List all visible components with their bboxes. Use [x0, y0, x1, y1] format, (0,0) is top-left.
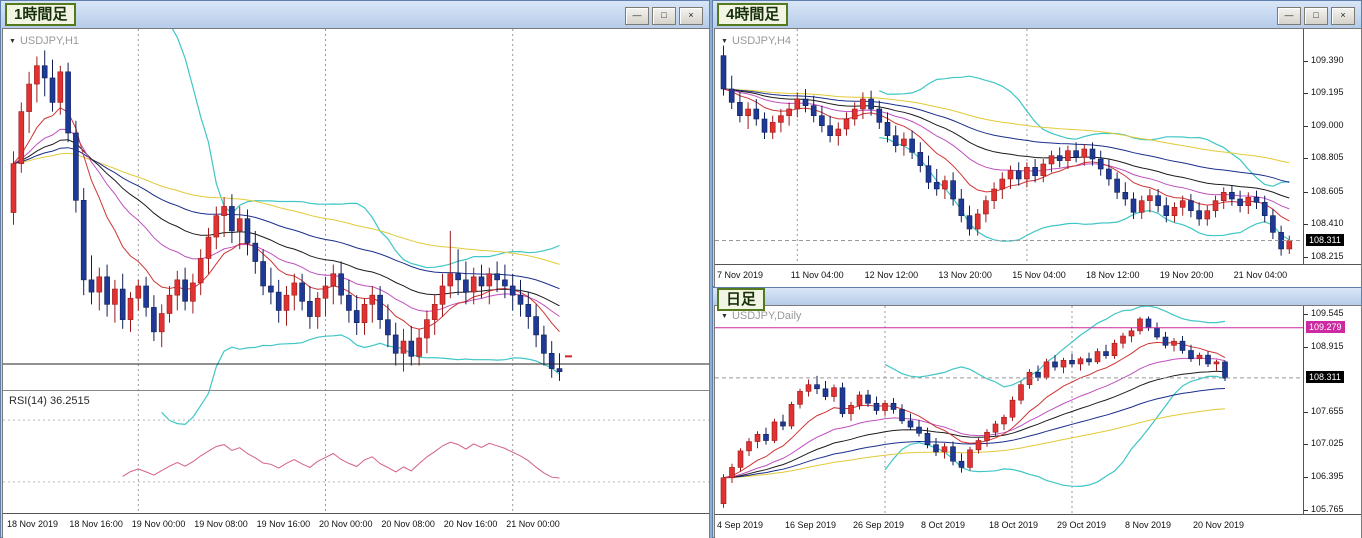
- time-axis-label: 19 Nov 20:00: [1159, 270, 1214, 280]
- time-axis-label: 18 Oct 2019: [989, 520, 1039, 530]
- time-axis-label: 8 Oct 2019: [921, 520, 966, 530]
- time-axis-label: 13 Nov 20:00: [938, 270, 992, 280]
- candlestick-chart-daily[interactable]: [715, 306, 1303, 514]
- time-axis-label: 26 Sep 2019: [853, 520, 905, 530]
- time-axis-label: 19 Nov 16:00: [256, 519, 311, 529]
- axis-tick: [1304, 158, 1308, 160]
- restore-button[interactable]: □: [652, 7, 676, 25]
- timeframe-tag-daily: 日足: [717, 288, 766, 311]
- chart-window-h4: 4時間足 — □ × ▼ USDJPY,H4 109.390 109.195 109.0…: [712, 0, 1362, 288]
- window-controls-h1: — □ ×: [625, 7, 703, 25]
- time-axis-label: 19 Nov 08:00: [194, 519, 248, 529]
- titlebar-daily[interactable]: 日足: [713, 288, 1361, 311]
- price-axis-label: 108.605: [1311, 185, 1344, 196]
- time-axis-label: 21 Nov 00:00: [506, 519, 560, 529]
- axis-tick: [1304, 125, 1308, 127]
- time-axis-label: 20 Nov 08:00: [381, 519, 435, 529]
- timeframe-tag-h1: 1時間足: [5, 3, 77, 26]
- time-axis-label: 18 Nov 16:00: [69, 519, 123, 529]
- price-axis-label: 109.390: [1311, 54, 1344, 65]
- price-axis-daily[interactable]: 109.545 108.915 107.655 107.025 106.395 105.7…: [1303, 306, 1361, 514]
- axis-tick: [1304, 444, 1308, 446]
- window-controls-h4: — □ ×: [1277, 7, 1355, 25]
- titlebar-h1[interactable]: 1時間足 — □ ×: [1, 1, 709, 28]
- axis-tick: [1304, 191, 1308, 193]
- price-axis-label: 109.000: [1311, 119, 1344, 130]
- symbol-dropdown-icon: ▼: [721, 37, 728, 45]
- rsi-indicator-label: RSI(14) 36.2515: [9, 395, 90, 407]
- price-axis-label: 107.655: [1311, 405, 1344, 416]
- price-badge: 108.311: [1306, 233, 1344, 246]
- symbol-dropdown-icon: ▼: [9, 37, 16, 45]
- symbol-dropdown-icon: ▼: [721, 312, 728, 320]
- symbol-text: USDJPY,H1: [19, 35, 80, 47]
- time-axis-label: 7 Nov 2019: [717, 270, 764, 280]
- chart-area-h4[interactable]: ▼ USDJPY,H4 109.390 109.195 109.000 108.805…: [714, 28, 1362, 288]
- close-button[interactable]: ×: [1331, 7, 1355, 25]
- price-axis-label: 105.765: [1311, 503, 1344, 514]
- axis-tick: [1304, 477, 1308, 478]
- titlebar-h4[interactable]: 4時間足 — □ ×: [713, 1, 1361, 28]
- symbol-label-daily: ▼ USDJPY,Daily: [721, 310, 801, 322]
- time-axis-label: 20 Nov 00:00: [319, 519, 373, 529]
- time-axis-label: 8 Nov 2019: [1125, 520, 1172, 530]
- time-axis-label: 21 Nov 04:00: [1233, 270, 1288, 280]
- timeframe-tag-h4: 4時間足: [717, 3, 789, 26]
- symbol-text: USDJPY,H4: [731, 35, 792, 47]
- chart-area-h1[interactable]: ▼ USDJPY,H1 RSI(14) 36.2515 18 Nov 2019 1…: [2, 28, 710, 538]
- restore-button[interactable]: □: [1304, 7, 1328, 25]
- axis-tick: [1304, 60, 1308, 62]
- price-axis-h4[interactable]: 109.390 109.195 109.000 108.805 108.605 108.4…: [1303, 29, 1361, 264]
- time-axis-label: 15 Nov 04:00: [1012, 270, 1066, 280]
- axis-tick: [1304, 93, 1308, 95]
- symbol-label-h4: ▼ USDJPY,H4: [721, 35, 791, 47]
- minimize-button[interactable]: —: [1277, 7, 1301, 25]
- time-axis-h4[interactable]: 7 Nov 2019 11 Nov 04:00 12 Nov 12:00 13 Nov…: [715, 264, 1361, 287]
- price-axis-label: 109.195: [1311, 87, 1344, 98]
- time-axis-label: 20 Nov 16:00: [443, 519, 498, 529]
- axis-tick: [1304, 224, 1308, 225]
- time-axis-label: 12 Nov 12:00: [864, 270, 919, 280]
- time-axis-label: 4 Sep 2019: [717, 520, 764, 530]
- axis-tick: [1304, 411, 1308, 413]
- symbol-label-h1: ▼ USDJPY,H1: [9, 35, 79, 47]
- time-axis-daily[interactable]: 4 Sep 2019 16 Sep 2019 26 Sep 2019 8 Oct 20…: [715, 514, 1361, 538]
- axis-tick: [1304, 346, 1308, 348]
- axis-tick: [1304, 509, 1308, 511]
- time-axis-label: 29 Oct 2019: [1057, 520, 1107, 530]
- price-axis-label: 107.025: [1311, 438, 1344, 449]
- axis-tick: [1304, 256, 1308, 258]
- time-axis-h1[interactable]: 18 Nov 2019 18 Nov 16:00 19 Nov 00:00 19 No…: [3, 513, 709, 538]
- price-axis-label: 106.395: [1311, 471, 1344, 481]
- chart-area-daily[interactable]: ▼ USDJPY,Daily 109.545 108.915 107.655 107.…: [714, 305, 1362, 538]
- time-axis-label: 11 Nov 04:00: [790, 270, 844, 280]
- price-badge: 108.311: [1306, 370, 1344, 383]
- symbol-text: USDJPY,Daily: [731, 310, 802, 322]
- price-axis-label: 108.215: [1311, 250, 1344, 261]
- time-axis-label: 20 Nov 2019: [1193, 520, 1245, 530]
- price-badge: 109.279: [1306, 320, 1345, 333]
- axis-tick: [1304, 314, 1308, 316]
- price-axis-label: 108.805: [1311, 152, 1344, 163]
- time-axis-label: 18 Nov 12:00: [1086, 270, 1140, 280]
- time-axis-label: 19 Nov 00:00: [131, 519, 186, 529]
- chart-window-h1: 1時間足 — □ × ▼ USDJPY,H1 RSI(14) 36.2515 18 …: [0, 0, 710, 538]
- candlestick-chart-h1[interactable]: [3, 29, 709, 513]
- price-axis-label: 109.545: [1311, 308, 1344, 319]
- minimize-button[interactable]: —: [625, 7, 649, 25]
- close-button[interactable]: ×: [679, 7, 703, 25]
- time-axis-label: 16 Sep 2019: [785, 520, 837, 530]
- price-axis-label: 108.915: [1311, 340, 1344, 351]
- chart-window-daily: 日足 ▼ USDJPY,Daily 109.545 108.915 107.655 1…: [712, 287, 1362, 538]
- time-axis-label: 18 Nov 2019: [7, 519, 59, 529]
- candlestick-chart-h4[interactable]: [715, 29, 1303, 264]
- price-axis-label: 108.410: [1311, 218, 1344, 228]
